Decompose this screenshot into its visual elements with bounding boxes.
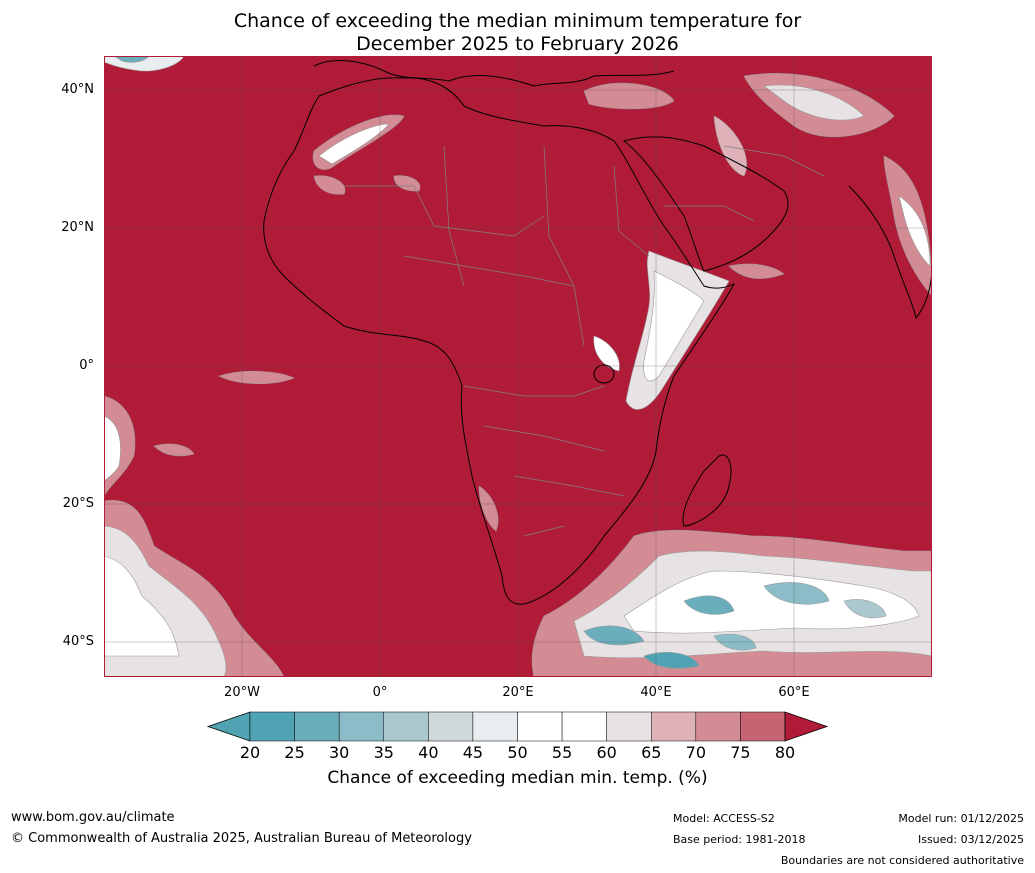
country-borders — [344, 145, 825, 537]
footer-url: www.bom.gov.au/climate — [11, 810, 175, 825]
europe-coastline — [313, 60, 675, 87]
footer-model-run: Model run: 01/12/2025 — [898, 812, 1024, 825]
footer-base-period: Base period: 1981-2018 — [673, 833, 806, 846]
probability-map — [104, 56, 932, 677]
colorbar-segment — [249, 711, 295, 742]
colorbar-tick-label: 45 — [462, 743, 484, 762]
lake-victoria — [593, 364, 615, 384]
colorbar-segment — [383, 711, 429, 742]
colorbar-tick-label: 35 — [373, 743, 394, 762]
colorbar-segment — [428, 711, 474, 742]
arabia-coastline — [622, 136, 789, 272]
graticule — [104, 56, 932, 677]
lon-label-20w: 20°W — [224, 685, 260, 700]
colorbar-high-extension — [784, 711, 829, 742]
map-frame — [104, 56, 932, 677]
lon-label-40e: 40°E — [640, 685, 672, 700]
title-line-1: Chance of exceeding the median minimum t… — [233, 10, 802, 32]
colorbar-tick-label: 20 — [239, 743, 261, 762]
colorbar-tick-label: 30 — [328, 743, 350, 762]
colorbar-segment — [651, 711, 697, 742]
lat-label-20n: 20°N — [61, 220, 94, 235]
colorbar-segment — [338, 711, 385, 742]
colorbar-segment — [740, 711, 786, 742]
lat-label-0: 0° — [79, 358, 94, 373]
colorbar-tick-label: 50 — [507, 743, 528, 762]
colorbar-tick-label: 40 — [418, 743, 439, 762]
colorbar-segment — [472, 711, 518, 742]
colorbar-segment — [294, 711, 340, 742]
footer-disclaimer: Boundaries are not considered authoritat… — [780, 854, 1024, 867]
lon-label-20e: 20°E — [502, 685, 534, 700]
colorbar-tick-label: 55 — [551, 743, 573, 762]
footer-model: Model: ACCESS-S2 — [673, 812, 775, 825]
lat-label-20s: 20°S — [62, 496, 94, 511]
probability-patches — [104, 56, 932, 677]
colorbar-tick-label: 25 — [284, 743, 305, 762]
colorbar-segment — [517, 711, 563, 742]
lat-label-40n: 40°N — [61, 82, 94, 97]
colorbar-segment — [606, 711, 652, 742]
title-line-2: December 2025 to February 2026 — [356, 33, 679, 55]
lon-label-0: 0° — [372, 685, 388, 700]
colorbar-tick-label: 75 — [730, 743, 751, 762]
lon-label-60e: 60°E — [778, 685, 810, 700]
colorbar — [206, 711, 829, 742]
colorbar-label: Chance of exceeding median min. temp. (%… — [327, 768, 708, 788]
colorbar-tick-label: 70 — [685, 743, 706, 762]
colorbar-segment — [695, 711, 741, 742]
colorbar-low-extension — [206, 711, 251, 742]
madagascar-outline — [682, 454, 732, 527]
colorbar-tick-label: 80 — [774, 743, 796, 762]
lat-label-40s: 40°S — [62, 634, 94, 649]
colorbar-segment — [561, 711, 607, 742]
map-title: Chance of exceeding the median minimum t… — [0, 10, 1035, 56]
footer-copyright: © Commonwealth of Australia 2025, Austra… — [11, 831, 472, 846]
india-coastline — [848, 185, 932, 320]
africa-coastline — [263, 77, 736, 605]
footer-issued: Issued: 03/12/2025 — [917, 833, 1024, 846]
colorbar-tick-label: 65 — [641, 743, 662, 762]
colorbar-tick-label: 60 — [596, 743, 617, 762]
